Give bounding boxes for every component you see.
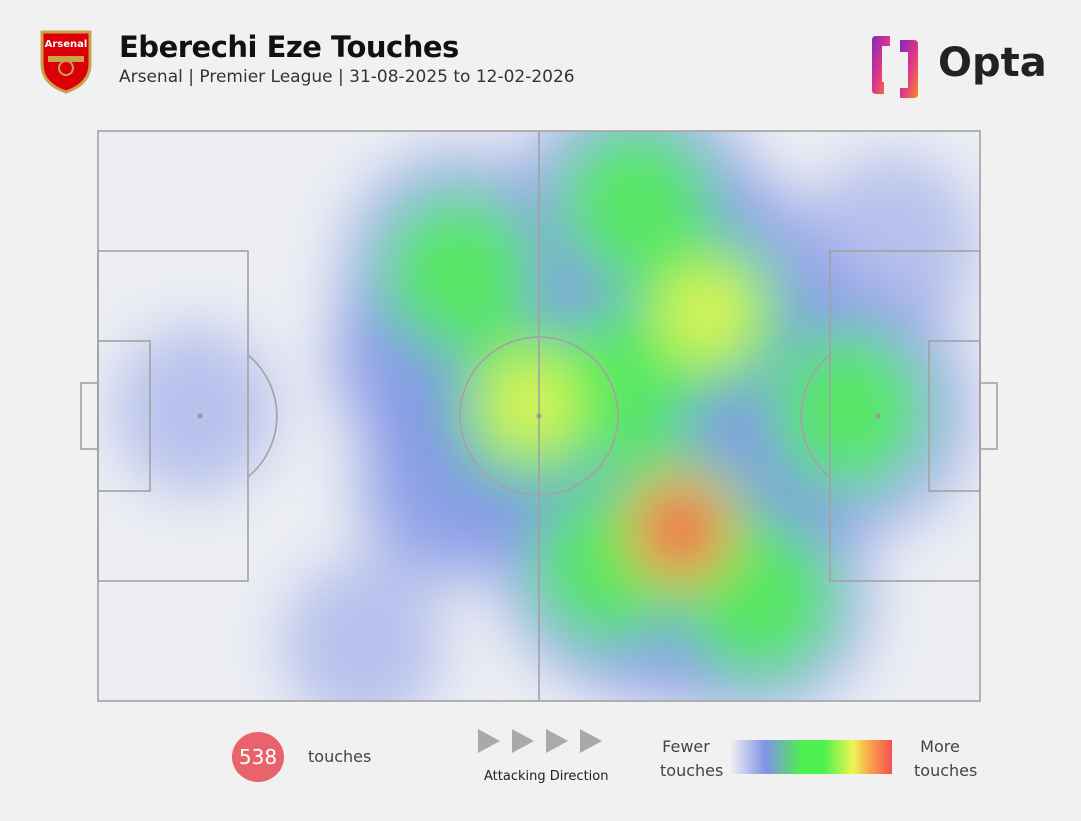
- arrow-right-icon: [580, 729, 602, 753]
- scale-low-label: Fewer touches: [660, 737, 724, 780]
- right-penalty-spot: [875, 413, 881, 419]
- page-title: Eberechi Eze Touches: [119, 30, 459, 64]
- heat-blob-12: [282, 559, 444, 701]
- page-subtitle: Arsenal | Premier League | 31-08-2025 to…: [119, 67, 575, 87]
- heat-blob-11: [114, 325, 276, 495]
- heat-blob-3: [384, 194, 535, 353]
- heat-blob-2: [482, 354, 579, 455]
- touch-count-badge: 538: [232, 732, 284, 782]
- right-goal: [979, 382, 998, 450]
- left-penalty-spot: [197, 413, 203, 419]
- centre-spot: [536, 413, 542, 419]
- heat-scale-bar: [730, 740, 892, 774]
- scale-high-label: More touches: [914, 737, 978, 780]
- arrow-right-icon: [512, 729, 534, 753]
- attacking-direction-arrows: [478, 729, 602, 753]
- left-goal: [80, 382, 99, 450]
- arsenal-crest-logo: Arsenal: [40, 30, 92, 94]
- touch-count-label: touches: [308, 747, 372, 766]
- heat-blob-5: [772, 331, 923, 490]
- heat-blob-13: [805, 154, 979, 336]
- heat-blob-0: [646, 494, 715, 566]
- heat-blob-4: [561, 131, 711, 284]
- arrow-right-icon: [546, 729, 568, 753]
- centre-circle: [459, 336, 619, 496]
- attacking-direction-label: Attacking Direction: [484, 769, 609, 784]
- opta-brand-text: Opta: [938, 40, 1047, 86]
- arrow-right-icon: [478, 729, 500, 753]
- left-penalty-arc: [247, 354, 278, 478]
- svg-text:Arsenal: Arsenal: [45, 39, 88, 50]
- opta-logo-icon: [872, 36, 918, 98]
- heat-blob-1: [658, 263, 755, 364]
- right-penalty-arc: [800, 354, 831, 478]
- pitch-heatmap: [80, 130, 998, 702]
